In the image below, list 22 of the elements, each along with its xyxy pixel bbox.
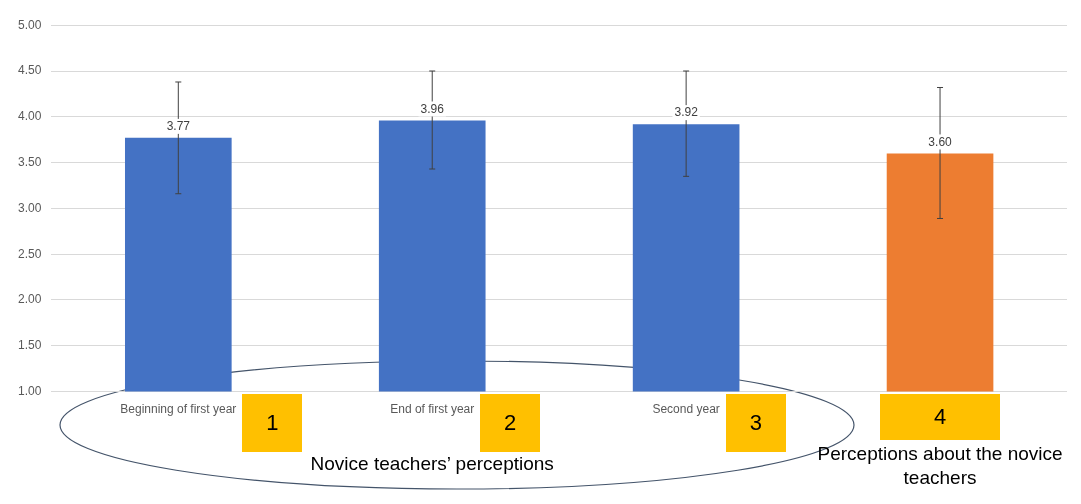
y-tick-label: 2.00 (18, 292, 42, 307)
text: Perceptions about the novice teachers (816, 441, 1064, 490)
x-tick-label: End of first year (390, 402, 475, 417)
y-tick-label: 1.00 (18, 383, 42, 398)
y-tick-label: 2.50 (18, 246, 42, 261)
x-tick-label: Second year (652, 402, 720, 417)
y-tick-label: 3.50 (18, 154, 42, 169)
text: Novice teachers’ perceptions (309, 451, 555, 476)
text: 4 (880, 393, 1001, 440)
data-label: 3.77 (166, 119, 191, 134)
y-tick-label: 5.00 (18, 17, 42, 32)
text: 2 (480, 393, 541, 452)
text: 3 (725, 393, 786, 452)
y-tick-label: 4.50 (18, 63, 42, 78)
y-tick-label: 4.00 (18, 109, 42, 124)
y-tick-label: 1.50 (18, 338, 42, 353)
data-label: 3.96 (420, 101, 445, 116)
x-tick-label: Beginning of first year (120, 402, 237, 417)
y-tick-label: 3.00 (18, 200, 42, 215)
data-label: 3.60 (928, 134, 953, 149)
data-label: 3.92 (674, 105, 699, 120)
text: 1 (242, 393, 303, 452)
